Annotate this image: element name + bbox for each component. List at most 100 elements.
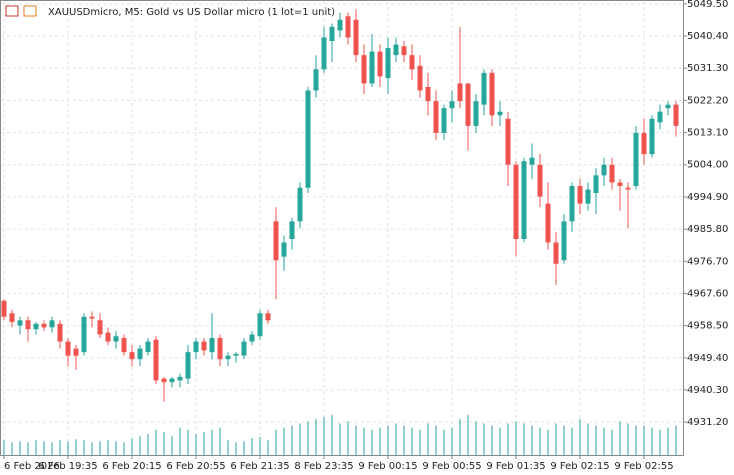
candle-body [9,313,15,323]
candle-body [545,203,551,243]
y-tick-label: 5049.50 [687,0,728,10]
volume-bar [475,421,477,455]
volume-bar [395,423,397,455]
x-tick-label: 6 Feb 19:35 [38,461,97,472]
volume-bar [675,425,677,455]
chart-title: XAUUSDmicro, M5: Gold vs US Dollar micro… [48,7,335,18]
candle-body [329,26,335,42]
icon [5,5,19,17]
candle-body [145,341,151,353]
volume-bar [51,442,53,455]
y-tick-label: 4985.80 [687,224,728,235]
volume-bar [571,427,573,455]
volume-bar [523,423,525,455]
volume-bar [131,438,133,455]
x-tick-label: 6 Feb 20:55 [166,461,225,472]
candle-body [569,185,575,222]
volume-bar [347,421,349,455]
volume-bar [419,429,421,455]
icon [23,5,37,17]
volume-bar [515,421,517,455]
volume-bar [139,436,141,455]
volume-bar [547,429,549,455]
candle-body [217,337,223,360]
y-tick-label: 5040.40 [687,31,728,42]
volume-bar [635,425,637,455]
candle-body [369,51,375,84]
volume-bar [267,440,269,455]
candle-body [273,221,279,261]
volume-bar [659,429,661,455]
candle-body [393,44,399,56]
volume-bar [595,425,597,455]
volume-bar [579,419,581,455]
candle-body [513,164,519,239]
volume-bar [179,427,181,455]
candle-body [649,118,655,155]
candle-body [89,316,95,319]
volume-bar [307,421,309,455]
candle-body [313,69,319,91]
volume-bar [3,440,5,455]
volume-bar [651,427,653,455]
x-tick-label: 6 Feb 20:15 [102,461,161,472]
volume-bar [467,415,469,455]
candle-body [417,65,423,91]
volume-bar [411,427,413,455]
volume-bar [539,427,541,455]
candle-body [289,221,295,239]
y-tick-label: 4967.60 [687,288,728,299]
y-tick-label: 4940.30 [687,385,728,396]
candle-body [65,341,71,356]
volume-bar [155,429,157,455]
candle-body [537,164,543,197]
candle-body [41,323,47,328]
candle-body [169,378,175,383]
candle-body [577,185,583,204]
volume-bar [323,417,325,455]
candle-body [249,334,255,342]
candle-body [673,104,679,126]
candle-body [481,72,487,105]
candle-body [57,323,63,342]
volume-bar [235,442,237,455]
volume-bar [291,425,293,455]
volume-bar [43,441,45,455]
volume-bar [75,439,77,455]
x-tick-label: 9 Feb 02:15 [550,461,609,472]
candle-body [297,187,303,222]
candle-body [201,341,207,351]
candle-body [321,37,327,70]
candle-body [177,376,183,381]
candle-body [193,341,199,353]
volume-bar [283,427,285,455]
x-tick-label: 9 Feb 01:35 [486,461,545,472]
volume-bar [387,425,389,455]
volume-bar [115,441,117,455]
volume-bar [163,431,165,455]
y-tick-label: 5013.10 [687,128,728,139]
candle-body [265,313,271,321]
volume-bar [251,438,253,455]
candle-body [625,187,631,190]
candle-body [497,111,503,116]
candle-body [281,242,287,257]
candle-body [505,118,511,165]
volume-bar [59,440,61,455]
y-tick-label: 5031.30 [687,63,728,74]
candle-body [305,90,311,188]
volume-bar [643,425,645,455]
volume-bar [355,425,357,455]
candle-body [161,378,167,383]
y-tick-label: 4931.20 [687,417,728,428]
volume-bar [227,440,229,455]
volume-bar [459,419,461,455]
candle-body [401,46,407,56]
candle-body [441,108,447,133]
x-tick-label: 6 Feb 2026 [4,461,60,472]
volume-bar [379,427,381,455]
volume-bar [339,423,341,455]
volume-bar [219,427,221,455]
candle-body [633,132,639,186]
candle-body [433,101,439,133]
